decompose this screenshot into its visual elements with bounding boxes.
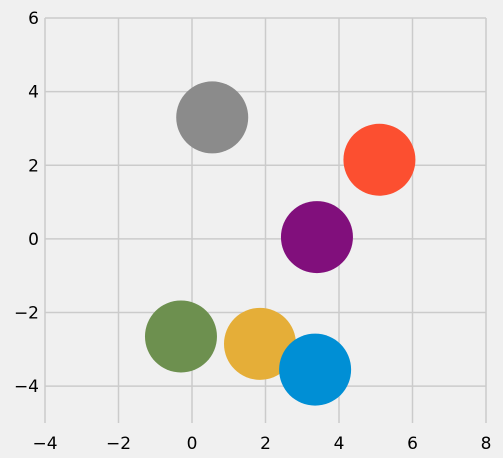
scatter-point	[279, 333, 352, 406]
y-tick-label: 6	[28, 9, 39, 29]
y-tick-label: 0	[28, 230, 39, 250]
x-tick-label: 2	[260, 434, 271, 454]
y-tick-label: −4	[14, 377, 39, 397]
data-points	[144, 81, 416, 406]
x-tick-label: 4	[334, 434, 345, 454]
tick-labels: −4 −2 0 2 4 6 8 −4 −2 0 2 4 6	[14, 9, 491, 454]
y-tick-label: 4	[28, 83, 39, 103]
scatter-point	[144, 300, 217, 373]
x-tick-label: 6	[407, 434, 418, 454]
x-tick-label: 0	[187, 434, 198, 454]
scatter-point	[343, 123, 416, 196]
x-tick-label: 8	[481, 434, 492, 454]
y-tick-label: 2	[28, 156, 39, 176]
scatter-point	[176, 81, 249, 154]
x-tick-label: −2	[106, 434, 131, 454]
x-tick-label: −4	[32, 434, 57, 454]
y-tick-label: −2	[14, 304, 39, 324]
scatter-point	[280, 201, 353, 274]
scatter-point	[223, 307, 296, 380]
